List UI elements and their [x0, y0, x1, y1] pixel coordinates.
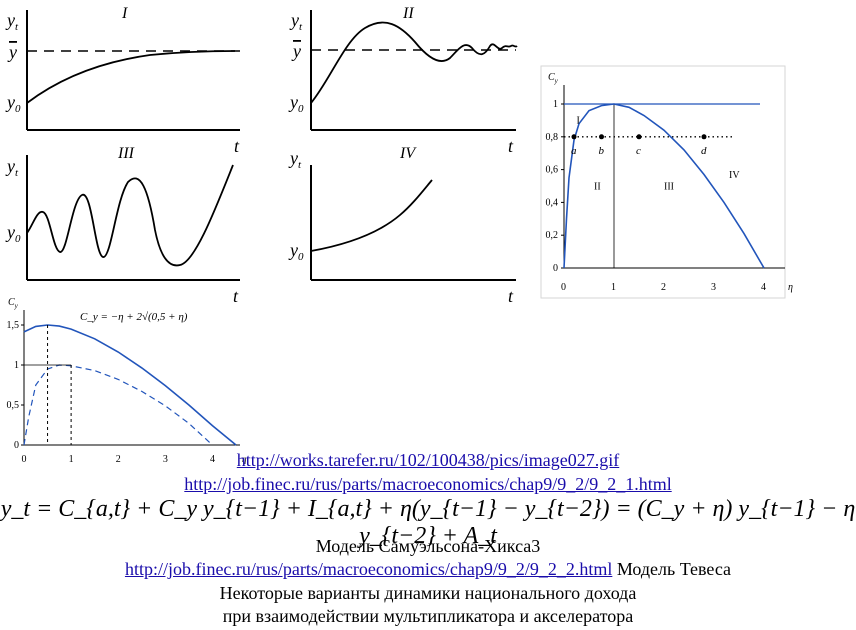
- chart-cy-formula-x-tick: 1: [69, 454, 74, 465]
- chart-cy-eta-y-tick: 0,4: [546, 197, 559, 208]
- chart-cy-eta-y-tick: 0,6: [546, 165, 559, 176]
- caption-link-2: http://job.finec.ru/rus/parts/macroecono…: [0, 474, 856, 494]
- chart-cy-eta-x-tick: 0: [561, 282, 566, 293]
- panel-4-y0: y0: [288, 240, 304, 263]
- caption-line-1: Некоторые варианты динамики национальног…: [219, 583, 637, 603]
- panel-3-t: t: [233, 286, 239, 306]
- chart-cy-formula-y-tick: 1,5: [7, 320, 20, 331]
- panel-1-y-label: yt: [5, 10, 19, 33]
- caption-link-1: http://works.tarefer.ru/102/100438/pics/…: [0, 450, 856, 470]
- caption-model-1: Модель Самуэльсона-Хикса3: [315, 536, 541, 556]
- chart-cy-formula-y-tick: 0,5: [7, 400, 20, 411]
- chart-cy-eta-y-tick: 0,2: [546, 230, 559, 241]
- panel-1-t: t: [234, 136, 240, 156]
- chart-cy-eta-point-label: b: [599, 145, 605, 157]
- panel-3-curve: [26, 164, 234, 267]
- chart-cy-eta-y-tick: 1: [553, 99, 558, 110]
- chart-cy-eta-point: [571, 134, 577, 140]
- panel-4-y-label: yt: [288, 148, 302, 171]
- chart-cy-formula-series-line: [23, 364, 213, 446]
- chart-cy-formula-x-title: η: [242, 454, 247, 464]
- panel-1-y0: y0: [5, 92, 21, 115]
- link-3[interactable]: http://job.finec.ru/rus/parts/macroecono…: [124, 559, 613, 579]
- panel-2-roman: II: [402, 5, 414, 22]
- link-2[interactable]: http://job.finec.ru/rus/parts/macroecono…: [184, 474, 672, 494]
- chart-cy-eta-region-label: IV: [729, 170, 740, 181]
- chart-cy-eta-x-tick: 4: [761, 282, 766, 293]
- caption-link-3-line: http://job.finec.ru/rus/parts/macroecono…: [0, 559, 856, 579]
- chart-cy-eta-series-line: [563, 103, 765, 269]
- panel-2-ybar: y: [291, 41, 301, 61]
- chart-cy-eta-point-label: a: [571, 145, 577, 157]
- panel-2: II yt y y0 t: [288, 5, 518, 156]
- panel-1-ybar: y: [7, 42, 17, 62]
- panel-3: III yt y0 t: [5, 145, 240, 306]
- chart-cy-formula-series-line: [23, 324, 237, 446]
- link-1[interactable]: http://works.tarefer.ru/102/100438/pics/…: [236, 450, 620, 470]
- panel-3-y0: y0: [5, 222, 21, 245]
- panel-4-t: t: [508, 286, 514, 306]
- caption-line-2: при взаимодействии мультипликатора и акс…: [222, 606, 634, 626]
- chart-cy-formula: Cy η C_y = −η + 2√(0,5 + η) 0 1 2 3 4 0 0,5 1 1,…: [7, 297, 248, 465]
- chart-cy-eta-point: [701, 134, 707, 140]
- chart-cy-eta-point-label: c: [636, 145, 641, 157]
- panel-2-t: t: [508, 136, 514, 156]
- panel-3-roman: III: [117, 145, 135, 162]
- panel-1-curve: [26, 50, 236, 104]
- chart-cy-eta-region-label: III: [664, 181, 674, 192]
- chart-cy-eta-x-title: η: [788, 282, 793, 293]
- chart-cy-formula-x-tick: 0: [22, 454, 27, 465]
- panel-2-y-label: yt: [289, 10, 303, 33]
- chart-cy-eta-x-tick: 2: [661, 282, 666, 293]
- chart-cy-formula-equation: C_y = −η + 2√(0,5 + η): [80, 311, 188, 323]
- chart-cy-eta-point-label: d: [701, 145, 707, 157]
- chart-cy-eta-frame: [540, 65, 786, 299]
- chart-cy-eta-x-tick: 1: [611, 282, 616, 293]
- chart-cy-eta-region-label: I: [577, 116, 580, 127]
- chart-cy-formula-x-tick: 4: [210, 454, 215, 465]
- chart-cy-formula-x-tick: 3: [163, 454, 168, 465]
- chart-cy-formula-y-tick: 0: [14, 440, 19, 451]
- panel-4: IV yt y0 t: [288, 145, 516, 306]
- panel-2-curve: [310, 21, 518, 104]
- panel-3-y-label: yt: [5, 156, 19, 179]
- chart-cy-eta-y-title: Cy: [548, 72, 559, 85]
- panel-4-curve: [310, 179, 433, 252]
- panel-1: I yt y y0 t: [5, 5, 240, 156]
- panel-2-y0: y0: [288, 92, 304, 115]
- chart-cy-eta-point: [636, 134, 642, 140]
- chart-cy-eta-region-label: II: [594, 181, 601, 192]
- chart-cy-formula-x-tick: 2: [116, 454, 121, 465]
- panel-4-roman: IV: [399, 145, 417, 162]
- chart-cy-formula-y-tick: 1: [14, 360, 19, 371]
- chart-cy-eta-y-tick: 0: [553, 263, 558, 274]
- chart-cy-formula-y-title: Cy: [8, 297, 19, 310]
- chart-cy-eta-x-tick: 3: [711, 282, 716, 293]
- chart-cy-eta-y-tick: 0,8: [546, 132, 559, 143]
- caption-model-2: Модель Тевеса: [616, 559, 732, 579]
- formula: y_t = C_{a,t} + C_y y_{t−1} + I_{a,t} + …: [0, 496, 856, 549]
- chart-cy-eta-point: [599, 134, 604, 140]
- panel-1-roman: I: [121, 5, 128, 22]
